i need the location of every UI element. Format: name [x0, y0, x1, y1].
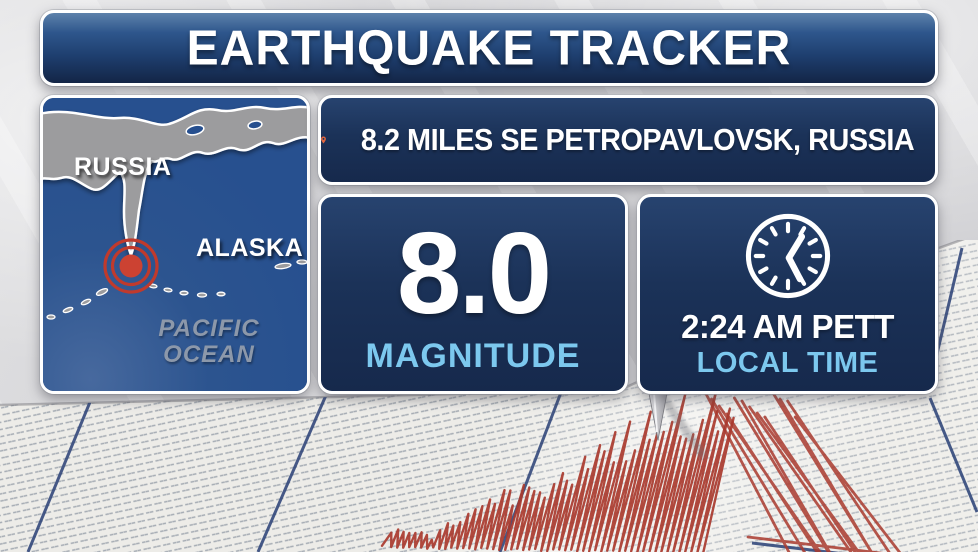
map-label-pacific-ocean: PACIFIC OCEAN — [158, 315, 260, 368]
local-time-value: 2:24 AM PETT — [681, 308, 894, 345]
clock-icon — [745, 213, 830, 299]
island-chain — [46, 259, 307, 320]
map-label-russia: RUSSIA — [74, 153, 172, 181]
locator-map — [43, 98, 307, 391]
local-time-label: LOCAL TIME — [696, 347, 879, 379]
seismograph-trace — [380, 387, 948, 552]
map-panel: RUSSIA ALASKA PACIFIC OCEAN — [40, 95, 310, 394]
paper-glare — [0, 240, 978, 552]
seismograph-strip — [0, 240, 978, 552]
clock-ticks — [753, 221, 822, 291]
location-text: 8.2 MILES SE PETROPAVLOVSK, RUSSIA — [360, 122, 915, 157]
pen-shadow — [661, 397, 707, 459]
clock-hands — [785, 233, 805, 283]
epicenter-marker — [103, 238, 159, 294]
page-title: EARTHQUAKE TRACKER — [186, 20, 792, 76]
magnitude-panel: 8.0 MAGNITUDE — [318, 194, 628, 394]
local-time-panel: 2:24 AM PETT LOCAL TIME — [637, 194, 938, 394]
magnitude-value: 8.0 — [396, 207, 552, 338]
magnitude-label: MAGNITUDE — [365, 336, 581, 375]
landmass — [43, 105, 307, 257]
location-pin-icon — [321, 136, 326, 144]
location-bar: 8.2 MILES SE PETROPAVLOVSK, RUSSIA — [318, 95, 938, 185]
title-bar: EARTHQUAKE TRACKER — [40, 10, 938, 86]
map-label-alaska: ALASKA — [196, 234, 304, 262]
